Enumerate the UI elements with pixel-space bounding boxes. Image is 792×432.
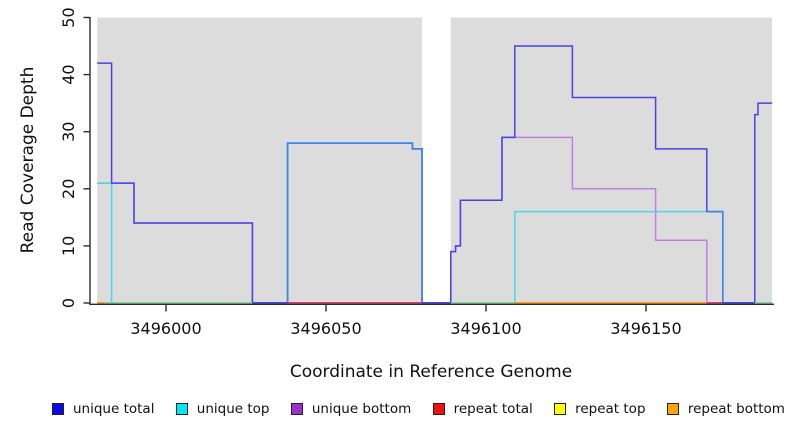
legend-item-unique-bottom: unique bottom (290, 401, 412, 417)
x-tick-label: 3496150 (610, 319, 681, 338)
x-axis-title: Coordinate in Reference Genome (290, 362, 572, 382)
panel-background-bands (97, 17, 773, 305)
overlap-lines (286, 142, 724, 303)
legend-label: repeat bottom (687, 401, 785, 417)
x-tick-label: 3496000 (130, 319, 201, 338)
x-tick-label: 3496050 (290, 319, 361, 338)
legend-item-repeat-total: repeat total (432, 401, 533, 417)
legend-label: unique top (196, 401, 270, 417)
legend-item-repeat-bottom: repeat bottom (666, 401, 785, 417)
legend-swatch-repeat-total (432, 403, 445, 415)
overlap-segment (286, 142, 423, 303)
panel-band (450, 17, 773, 305)
panel-band (97, 17, 422, 305)
coverage-chart-canvas: 3496000 3496050 3496100 349615001020304050 … (18, 7, 774, 382)
legend-swatch-unique-top (175, 403, 188, 415)
legend-swatch-repeat-bottom (666, 403, 679, 415)
x-tick-label: 3496100 (450, 319, 521, 338)
legend-swatch-unique-bottom (290, 403, 303, 415)
y-tick-label: 30 (59, 122, 78, 142)
legend-swatch-unique-total (52, 403, 64, 415)
y-tick-label: 0 (59, 298, 78, 308)
y-tick-label: 50 (59, 7, 78, 27)
legend-label: repeat top (575, 401, 646, 417)
y-tick-label: 20 (59, 179, 78, 199)
legend-swatch-repeat-top (554, 403, 567, 415)
overlap-segment (706, 210, 724, 303)
y-axis-title: Read Coverage Depth (18, 67, 38, 254)
legend-item-unique-top: unique top (175, 401, 270, 417)
legend-item-unique-total: unique total (52, 401, 154, 417)
y-tick-label: 40 (59, 64, 78, 84)
legend: unique total unique top unique bottom repea… (52, 398, 785, 420)
legend-label: unique bottom (311, 401, 412, 417)
axes: 3496000 3496050 3496100 3496150 0 10 20 30 40 50 (59, 7, 774, 338)
y-tick-label: 10 (59, 236, 78, 256)
legend-label: unique total (73, 401, 155, 417)
legend-item-repeat-top: repeat top (554, 401, 646, 417)
legend-label: repeat total (453, 401, 533, 417)
